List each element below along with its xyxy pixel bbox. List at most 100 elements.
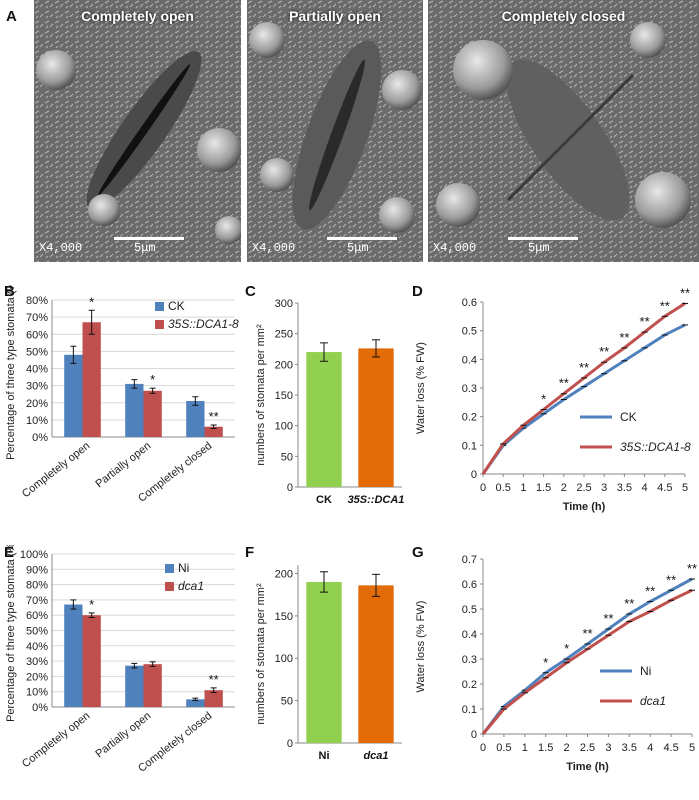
bar	[186, 401, 205, 437]
chart-d: 0 0.1 0.2 0.3 0.4 0.5 0.6 0 0.5 1 1.5 2 2.5 3 3.5 4 4.5 5…	[415, 285, 691, 513]
x-tick-label: 35S::DCA1	[348, 494, 405, 506]
y-tick-label: 0	[287, 482, 293, 494]
magnification-label: X4,000	[433, 241, 477, 255]
y-tick-label: 50	[281, 451, 293, 463]
y-tick-label: 0.5	[462, 326, 477, 338]
y-tick-label: 0.2	[462, 679, 477, 691]
x-tick-label: 1.5	[538, 742, 553, 754]
x-tick-label: dca1	[363, 750, 388, 762]
y-tick-label: 80%	[26, 580, 48, 592]
significance-mark: **	[209, 672, 219, 687]
series-line	[481, 588, 693, 735]
x-tick-label: 0	[480, 482, 486, 494]
y-tick-label: 0.4	[462, 354, 477, 366]
legend-label: dca1	[178, 579, 204, 593]
x-tick-label: Completely open	[20, 440, 92, 500]
legend-label: 35S::DCA1-8	[168, 317, 239, 331]
legend-label: 35S::DCA1-8	[620, 440, 691, 454]
legend-label: Ni	[640, 664, 651, 678]
series-line	[481, 577, 693, 735]
x-tick-label: 2.5	[580, 742, 595, 754]
x-tick-label: Ni	[319, 750, 330, 762]
x-tick-label: 1	[520, 482, 526, 494]
significance-mark: **	[680, 285, 690, 300]
y-axis-title: numbers of stomata per mm²	[255, 324, 267, 466]
y-tick-label: 0.6	[462, 579, 477, 591]
bar	[64, 354, 83, 437]
x-tick-label: 3	[601, 482, 607, 494]
x-tick-label: 2	[561, 482, 567, 494]
significance-mark: **	[640, 314, 650, 329]
y-axis-title: Percentage of three type stomata (%)	[5, 285, 17, 460]
legend-label: CK	[620, 410, 637, 424]
y-tick-label: 60%	[26, 610, 48, 622]
significance-mark: *	[564, 641, 569, 656]
y-tick-label: 0.6	[462, 297, 477, 309]
significance-mark: **	[666, 572, 676, 587]
x-tick-label: 4.5	[657, 482, 672, 494]
bar	[358, 348, 394, 487]
panel-f-letter: F	[245, 544, 255, 561]
legend-swatch	[155, 320, 164, 329]
y-tick-label: 70%	[26, 312, 48, 324]
significance-mark: **	[603, 611, 613, 626]
panel-b-letter: B	[4, 283, 15, 300]
y-tick-label: 100	[275, 421, 293, 433]
bar	[186, 699, 205, 707]
scale-bar	[327, 237, 397, 240]
panel-d-letter: D	[412, 283, 423, 300]
bar	[204, 426, 223, 437]
y-axis-title: Percentage of three type stomata (%)	[5, 545, 17, 722]
y-tick-label: 300	[275, 298, 293, 310]
y-tick-label: 0	[287, 738, 293, 750]
chart-b: 0% 10% 20% 30% 40% 50% 60% 70% 80% * Completely op…	[5, 285, 239, 505]
panel-c-letter: C	[245, 283, 256, 300]
y-tick-label: 0	[471, 729, 477, 741]
bar	[82, 615, 101, 707]
x-tick-label: 4.5	[663, 742, 678, 754]
x-tick-label: 5	[689, 742, 695, 754]
significance-mark: **	[660, 298, 670, 313]
legend-label: Ni	[178, 561, 189, 575]
x-tick-label: 3.5	[617, 482, 632, 494]
scale-label: 5μm	[347, 241, 369, 255]
chart-e: 0% 10% 20% 30% 40% 50% 60% 70% 80% 90% 100% * Comple…	[5, 545, 235, 775]
y-tick-label: 90%	[26, 564, 48, 576]
x-tick-label: 0.5	[496, 742, 511, 754]
y-tick-label: 0.4	[462, 629, 477, 641]
y-tick-label: 0%	[32, 702, 48, 714]
x-axis-title: Time (h)	[563, 501, 606, 513]
y-tick-label: 40%	[26, 641, 48, 653]
bar	[125, 383, 144, 437]
y-tick-label: 50	[281, 696, 293, 708]
y-axis-title: Water loss (% FW)	[415, 601, 427, 693]
y-tick-label: 200	[275, 359, 293, 371]
bar	[82, 322, 101, 437]
bar	[143, 664, 162, 707]
y-tick-label: 10%	[26, 687, 48, 699]
x-tick-label: Completely open	[20, 710, 92, 770]
y-tick-label: 150	[275, 611, 293, 623]
bar	[358, 585, 394, 743]
x-tick-label: CK	[316, 494, 332, 506]
x-axis-title: Time (h)	[566, 761, 609, 773]
y-tick-label: 0.1	[462, 704, 477, 716]
y-tick-label: 150	[275, 390, 293, 402]
magnification-label: X4,000	[252, 241, 296, 255]
y-tick-label: 50%	[26, 346, 48, 358]
x-tick-label: 5	[682, 482, 688, 494]
x-tick-label: 3	[605, 742, 611, 754]
y-tick-label: 0.5	[462, 604, 477, 616]
scale-bar	[508, 237, 578, 240]
bar	[306, 581, 342, 743]
panel-a-letter: A	[6, 8, 17, 25]
y-tick-label: 50%	[26, 626, 48, 638]
x-tick-label: 2.5	[576, 482, 591, 494]
x-tick-label: 0.5	[496, 482, 511, 494]
scale-bar	[114, 237, 184, 240]
x-tick-label: Partially open	[93, 440, 153, 490]
y-tick-label: 100	[275, 653, 293, 665]
y-axis-title: numbers of stomata per mm²	[255, 583, 267, 725]
significance-mark: **	[687, 561, 697, 576]
